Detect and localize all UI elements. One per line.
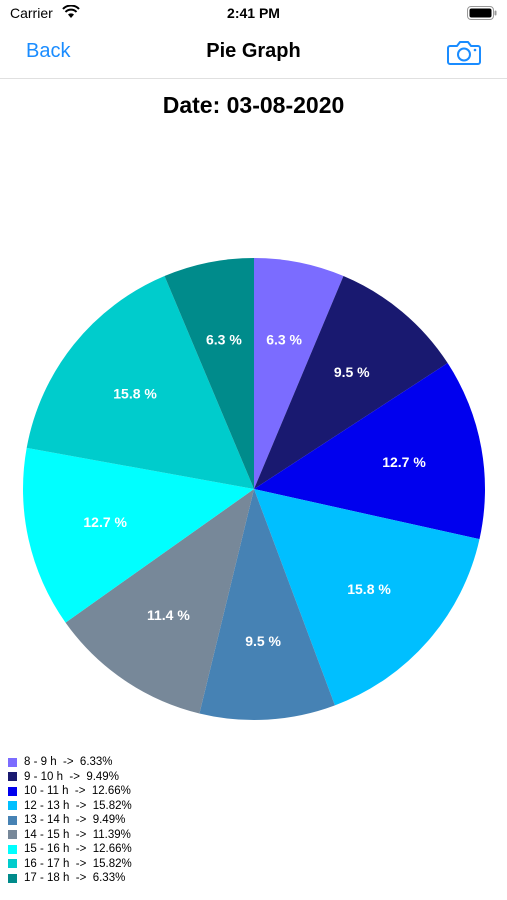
legend-swatch <box>8 873 17 883</box>
slice-label: 12.7 % <box>83 514 127 530</box>
chart-legend: 8 - 9 h -> 6.33% 9 - 10 h -> 9.49% 10 - 11… <box>8 755 132 886</box>
legend-swatch <box>8 772 17 782</box>
carrier-label: Carrier <box>10 5 53 21</box>
legend-swatch <box>8 830 17 840</box>
legend-label: 8 - 9 h -> 6.33% <box>24 756 113 769</box>
pie-slice <box>22 447 254 623</box>
slice-label: 11.4 % <box>147 607 190 623</box>
legend-item: 10 - 11 h -> 12.66% <box>8 784 132 799</box>
navigation-bar: Back Pie Graph <box>0 28 507 79</box>
back-button[interactable]: Back <box>26 40 71 62</box>
legend-item: 13 - 14 h -> 9.49% <box>8 813 132 828</box>
status-time: 2:41 PM <box>227 5 280 21</box>
legend-swatch <box>8 786 17 796</box>
legend-label: 15 - 16 h -> 12.66% <box>24 843 132 856</box>
slice-label: 9.5 % <box>245 633 281 649</box>
legend-label: 13 - 14 h -> 9.49% <box>24 814 126 827</box>
camera-icon[interactable] <box>447 38 481 66</box>
slice-label: 12.7 % <box>382 454 426 470</box>
pie-slice <box>254 258 344 489</box>
legend-label: 17 - 18 h -> 6.33% <box>24 872 126 885</box>
legend-item: 17 - 18 h -> 6.33% <box>8 871 132 886</box>
legend-item: 12 - 13 h -> 15.82% <box>8 799 132 814</box>
legend-label: 14 - 15 h -> 11.39% <box>24 828 131 841</box>
legend-item: 16 - 17 h -> 15.82% <box>8 857 132 872</box>
pie-slice <box>254 489 480 706</box>
pie-slice <box>254 276 448 489</box>
legend-item: 9 - 10 h -> 9.49% <box>8 770 132 785</box>
pie-slice <box>65 489 254 714</box>
pie-slice <box>199 489 335 720</box>
chart-title: Date: 03-08-2020 <box>162 92 345 118</box>
status-bar: Carrier 2:41 PM <box>0 0 507 28</box>
pie-slice <box>254 363 485 540</box>
legend-label: 9 - 10 h -> 9.49% <box>24 770 119 783</box>
legend-label: 12 - 13 h -> 15.82% <box>24 799 132 812</box>
legend-swatch <box>8 757 17 767</box>
pie-slice <box>26 276 255 489</box>
page-title: Pie Graph <box>206 40 301 62</box>
legend-label: 10 - 11 h -> 12.66% <box>24 785 131 798</box>
wifi-icon <box>62 5 80 18</box>
legend-swatch <box>8 801 17 811</box>
slice-label: 15.8 % <box>347 581 391 597</box>
legend-item: 15 - 16 h -> 12.66% <box>8 842 132 857</box>
slice-label: 6.3 % <box>206 332 242 348</box>
slice-label: 6.3 % <box>266 332 302 348</box>
legend-swatch <box>8 844 17 854</box>
slice-label: 15.8 % <box>113 386 157 402</box>
pie-chart: 6.3 % 9.5 % 12.7 % 15.8 % 9.5 % 11.4 % 12.7 % 1… <box>22 258 485 720</box>
legend-swatch <box>8 859 17 869</box>
legend-item: 8 - 9 h -> 6.33% <box>8 755 132 770</box>
legend-item: 14 - 15 h -> 11.39% <box>8 828 132 843</box>
legend-label: 16 - 17 h -> 15.82% <box>24 857 132 870</box>
legend-swatch <box>8 815 17 825</box>
pie-slice <box>164 258 254 489</box>
slice-label: 9.5 % <box>334 364 370 380</box>
battery-icon <box>467 6 497 20</box>
